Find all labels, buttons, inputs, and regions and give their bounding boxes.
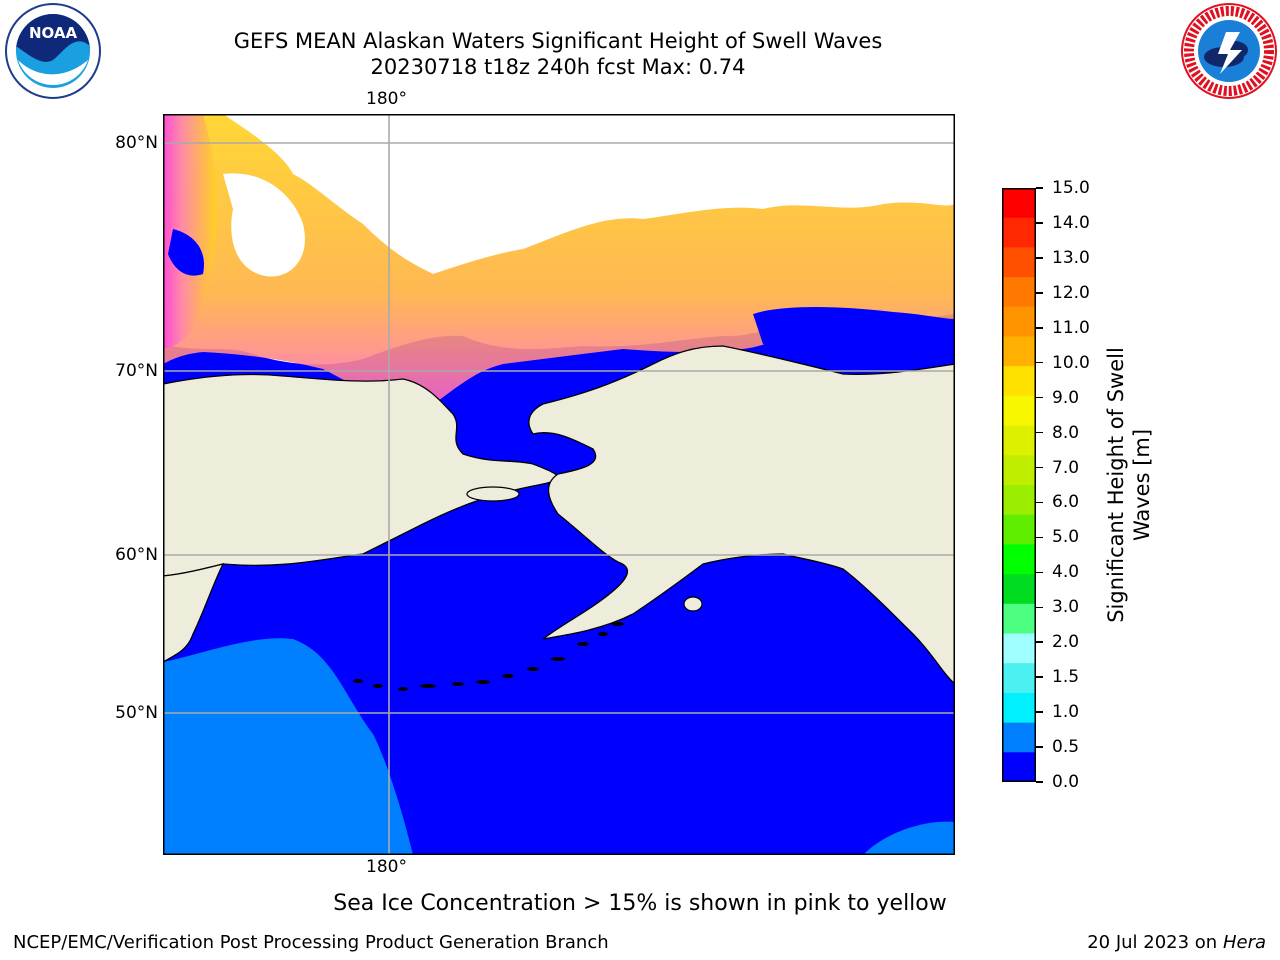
colorbar-tick-mark — [1036, 536, 1043, 539]
land-alaska — [528, 345, 954, 684]
colorbar-segment — [1002, 663, 1036, 694]
colorbar-segment — [1002, 692, 1036, 724]
colorbar-tick-mark — [1036, 222, 1043, 224]
open-water-pocket — [168, 229, 204, 276]
colorbar-segment — [1002, 336, 1036, 367]
colorbar-tick-label: 15.0 — [1052, 178, 1090, 198]
colorbar-segment — [1002, 603, 1036, 634]
colorbar-tick-label: 0.0 — [1052, 772, 1080, 792]
colorbar-tick-label: 11.0 — [1052, 317, 1090, 338]
colorbar-tick-mark — [1036, 466, 1043, 469]
swell-region-sw — [164, 638, 413, 854]
colorbar-segment — [1002, 455, 1036, 486]
colorbar-segment — [1002, 247, 1036, 278]
graticule — [164, 115, 954, 854]
colorbar-segment — [1002, 544, 1036, 575]
colorbar-segment — [1002, 366, 1036, 397]
footer-date-text: 20 Jul 2023 on — [1087, 932, 1218, 953]
colorbar-segment — [1002, 217, 1036, 248]
colorbar-tick-mark — [1036, 571, 1043, 574]
footer-host: Hera — [1222, 932, 1266, 953]
chart-subtitle: 20230718 t18z 240h fcst Max: 0.74 — [370, 55, 746, 79]
colorbar-tick-label: 9.0 — [1052, 387, 1080, 408]
colorbar-tick-mark — [1036, 327, 1043, 329]
colorbar-segment — [1002, 574, 1036, 605]
colorbar-tick-label: 0.5 — [1052, 737, 1080, 758]
colorbar-tick-mark — [1036, 676, 1043, 678]
colorbar-tick-label: 4.0 — [1052, 562, 1080, 583]
nws-logo — [1181, 3, 1277, 99]
lon-label-bottom: 180° — [366, 857, 407, 877]
colorbar-tick-mark — [1036, 396, 1043, 399]
land-siberia — [164, 373, 559, 577]
colorbar-tick-mark — [1036, 361, 1043, 364]
colorbar-label-line2: Waves [m] — [1130, 429, 1154, 541]
colorbar-tick-label: 13.0 — [1052, 247, 1090, 268]
colorbar-tick-mark — [1036, 501, 1043, 504]
colorbar-tick-mark — [1036, 641, 1043, 643]
colorbar-segment — [1002, 395, 1036, 427]
noaa-logo: NOAA — [5, 3, 101, 99]
lat-label-70: 70°N — [115, 361, 158, 381]
sea-ice-west — [164, 115, 218, 349]
sea-ice-caption: Sea Ice Concentration > 15% is shown in … — [333, 891, 947, 916]
colorbar-tick-mark — [1036, 187, 1043, 189]
island-kodiak — [683, 596, 703, 612]
colorbar-tick-mark — [1036, 606, 1043, 609]
colorbar-tick-mark — [1036, 292, 1043, 294]
footer-date: 20 Jul 2023 on Hera — [1087, 932, 1266, 954]
lat-label-60: 60°N — [115, 545, 158, 565]
noaa-wordmark: NOAA — [29, 24, 78, 42]
colorbar-tick-mark — [1036, 746, 1043, 748]
footer-branch: NCEP/EMC/Verification Post Processing Pr… — [13, 932, 609, 953]
colorbar-tick-mark — [1036, 781, 1043, 783]
lat-label-80: 80°N — [115, 133, 158, 153]
map-plot — [163, 114, 955, 855]
aleutian-islands — [353, 622, 624, 691]
colorbar — [1002, 188, 1036, 782]
lat-label-50: 50°N — [115, 703, 158, 723]
colorbar-tick-label: 10.0 — [1052, 352, 1090, 373]
land-kamchatka — [164, 563, 225, 663]
colorbar-tick-label: 1.5 — [1052, 667, 1080, 688]
colorbar-segment — [1002, 514, 1036, 545]
colorbar-segment — [1002, 752, 1036, 782]
colorbar-segment — [1002, 633, 1036, 664]
colorbar-label: Significant Height of Swell Waves [m] — [1104, 347, 1154, 623]
colorbar-segment — [1002, 425, 1036, 456]
colorbar-segment — [1002, 722, 1036, 753]
colorbar-tick-label: 8.0 — [1052, 422, 1080, 443]
colorbar-segment — [1002, 277, 1036, 308]
chart-title: GEFS MEAN Alaskan Waters Significant Hei… — [233, 29, 883, 53]
ice-free-pocket — [223, 173, 305, 277]
colorbar-tick-label: 7.0 — [1052, 457, 1080, 478]
colorbar-label-line1: Significant Height of Swell — [1104, 347, 1128, 623]
colorbar-segment — [1002, 485, 1036, 516]
swell-region-se — [864, 821, 954, 854]
colorbar-tick-mark — [1036, 257, 1043, 259]
colorbar-tick-mark — [1036, 431, 1043, 434]
colorbar-tick-label: 3.0 — [1052, 597, 1080, 618]
lon-label-top: 180° — [366, 89, 407, 109]
colorbar-tick-label: 14.0 — [1052, 212, 1090, 233]
colorbar-segment — [1002, 188, 1036, 219]
colorbar-tick-label: 2.0 — [1052, 632, 1080, 653]
colorbar-tick-mark — [1036, 711, 1043, 713]
colorbar-tick-label: 6.0 — [1052, 492, 1080, 513]
colorbar-tick-label: 1.0 — [1052, 702, 1080, 723]
colorbar-segment — [1002, 306, 1036, 337]
map-frame — [163, 114, 955, 855]
island-st-lawrence — [466, 486, 520, 502]
beaufort-open-water — [753, 307, 954, 377]
colorbar-tick-label: 5.0 — [1052, 527, 1080, 548]
colorbar-tick-label: 12.0 — [1052, 282, 1090, 303]
sea-ice-band — [164, 115, 954, 414]
